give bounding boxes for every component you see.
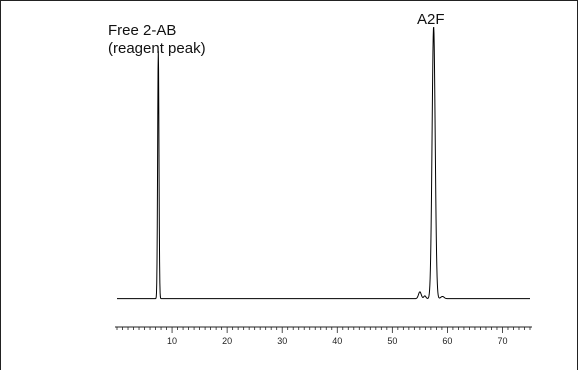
x-tick-label: 10 (167, 336, 177, 346)
x-tick-label: 20 (222, 336, 232, 346)
annotation-free-2ab-line2: (reagent peak) (108, 40, 206, 57)
annotation-a2f: A2F (417, 11, 445, 28)
series-line-0 (117, 26, 530, 300)
x-tick-label: 30 (277, 336, 287, 346)
annotation-free-2ab-line1: Free 2-AB (108, 22, 176, 39)
x-tick-label: 50 (387, 336, 397, 346)
series-layer (117, 26, 530, 300)
x-tick-label: 60 (442, 336, 452, 346)
x-tick-label: 40 (332, 336, 342, 346)
x-tick-label: 70 (497, 336, 507, 346)
x-axis-ticks: 10 20 30 40 50 60 70 (116, 327, 531, 346)
